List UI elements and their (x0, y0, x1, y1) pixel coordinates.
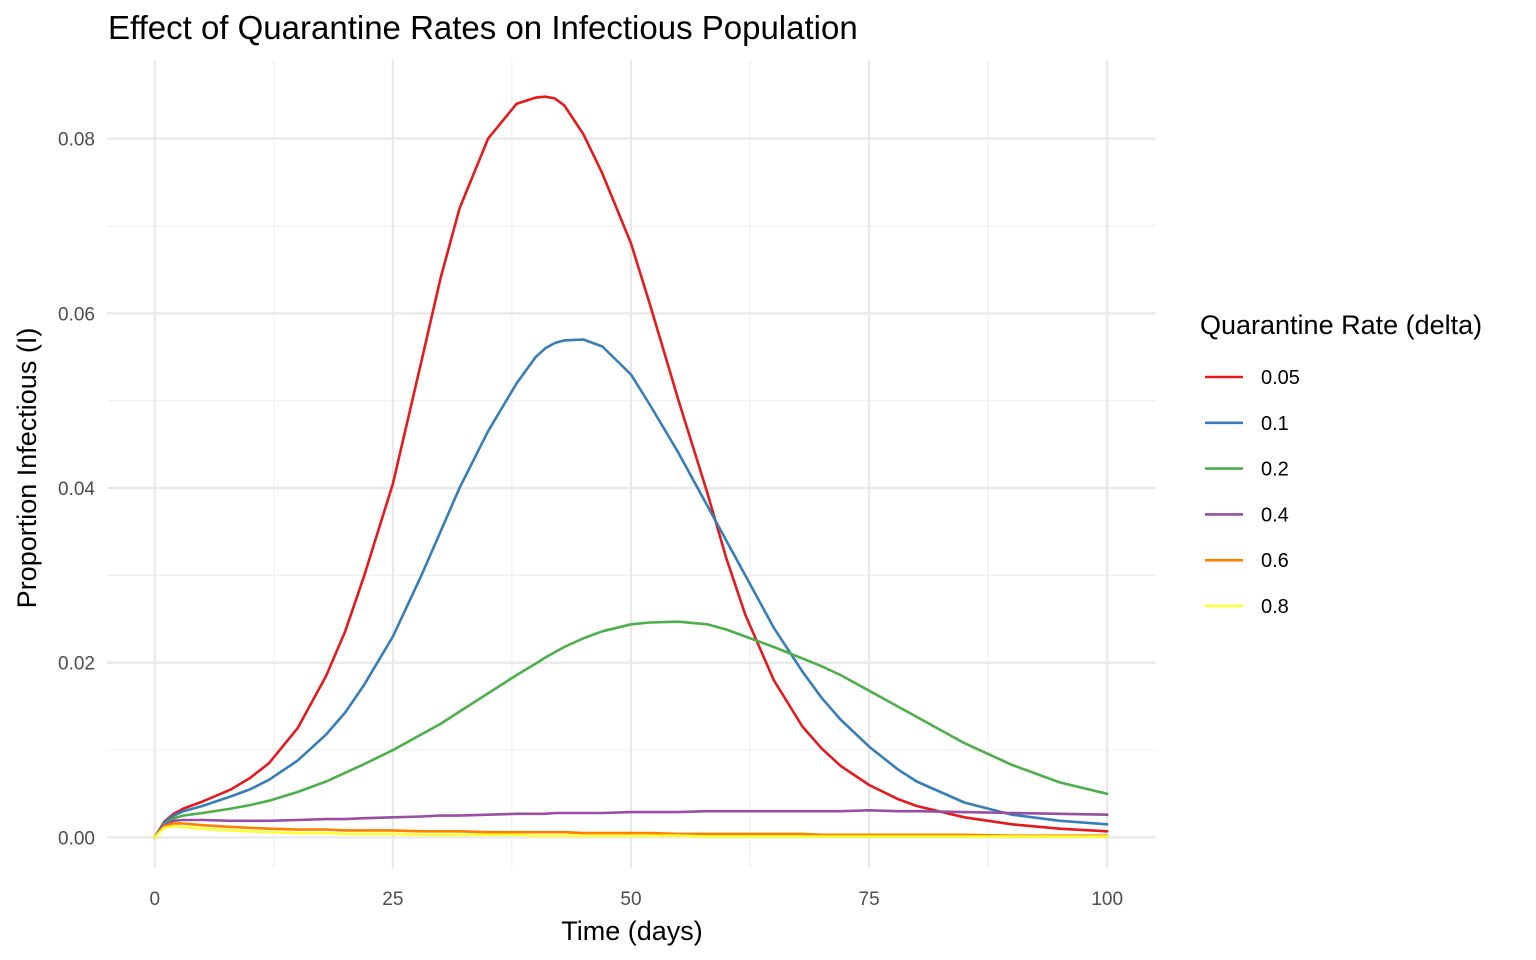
x-tick-label: 50 (620, 889, 641, 910)
y-tick-label: 0.00 (58, 828, 95, 849)
series-line-0.4 (153, 808, 1109, 839)
x-axis-ticks: 0 25 50 75 100 (149, 889, 1123, 910)
legend-label: 0.05 (1261, 367, 1300, 389)
series-line-0.8 (153, 824, 1109, 839)
y-tick-label: 0.08 (58, 130, 95, 151)
series-line-0.1 (153, 338, 1109, 839)
y-axis-ticks: 0.00 0.02 0.04 0.06 0.08 (58, 130, 95, 850)
x-tick-label: 0 (149, 889, 160, 910)
legend: Quarantine Rate (delta) 0.05 0.1 0.2 0.4 0.6… (1200, 310, 1482, 618)
x-tick-label: 25 (382, 889, 403, 910)
series-line-0.05 (153, 95, 1109, 839)
x-tick-label: 75 (859, 889, 880, 910)
legend-label: 0.1 (1261, 413, 1289, 435)
legend-label: 0.8 (1261, 596, 1289, 618)
legend-title: Quarantine Rate (delta) (1200, 310, 1482, 340)
x-tick-label: 100 (1091, 889, 1123, 910)
chart-title: Effect of Quarantine Rates on Infectious… (108, 9, 858, 46)
series-line-0.2 (153, 620, 1109, 839)
legend-label: 0.4 (1261, 504, 1289, 526)
y-tick-label: 0.06 (58, 304, 95, 325)
y-tick-label: 0.02 (58, 654, 95, 675)
series-line-0.6 (153, 822, 1109, 839)
y-axis-title: Proportion Infectious (I) (12, 328, 42, 609)
legend-label: 0.6 (1261, 550, 1289, 572)
plot-lines (153, 95, 1109, 839)
major-gridlines (107, 60, 1156, 868)
y-tick-label: 0.04 (58, 479, 95, 500)
x-axis-title: Time (days) (561, 916, 703, 946)
legend-label: 0.2 (1261, 459, 1289, 481)
